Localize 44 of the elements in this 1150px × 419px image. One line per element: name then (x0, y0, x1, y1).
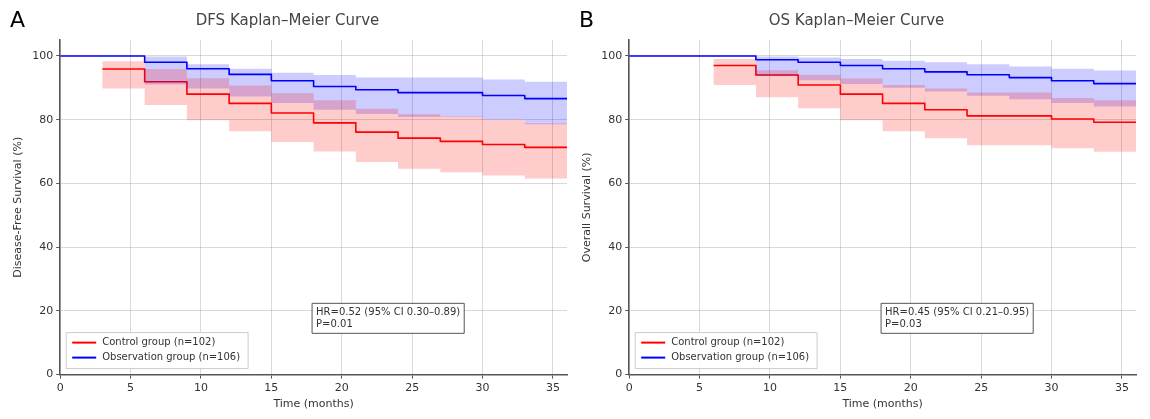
y-tick-label: 80 (39, 112, 54, 126)
y-tick-label: 0 (46, 367, 54, 381)
y-tick-label: 0 (615, 367, 623, 381)
y-tick-label: 20 (39, 303, 54, 317)
text: B (579, 6, 595, 32)
legend-label: Observation group (n=106) (671, 351, 810, 363)
y-tick-label: 100 (32, 48, 54, 62)
annotation: P=0.03 (885, 317, 922, 329)
x-tick-label: 35 (545, 381, 560, 395)
x-tick-label: 5 (127, 381, 135, 395)
y-tick-label: 40 (39, 239, 54, 253)
x-tick-label: 10 (193, 381, 208, 395)
x-tick-label: 0 (56, 381, 64, 395)
legend-label: Observation group (n=106) (102, 351, 241, 363)
legend-label: Control group (n=102) (102, 336, 216, 348)
annotation: HR=0.45 (95% CI 0.21–0.95) (885, 305, 1030, 317)
y-axis-title: Disease-Free Survival (%) (11, 136, 25, 278)
x-tick-label: 25 (974, 381, 989, 395)
annotation: P=0.01 (316, 317, 353, 329)
y-axis-title: Overall Survival (%) (580, 152, 594, 263)
x-tick-label: 15 (833, 381, 848, 395)
y-tick-label: 60 (608, 176, 623, 190)
x-tick-label: 10 (762, 381, 777, 395)
x-axis-title: Time (months) (272, 397, 354, 411)
legend-label: Control group (n=102) (671, 336, 785, 348)
x-tick-label: 0 (625, 381, 633, 395)
x-tick-label: 25 (405, 381, 420, 395)
y-tick-label: 80 (608, 112, 623, 126)
x-tick-label: 20 (903, 381, 918, 395)
x-tick-label: 20 (334, 381, 349, 395)
chart-title: DFS Kaplan–Meier Curve (195, 10, 380, 29)
y-tick-label: 60 (39, 176, 54, 190)
x-tick-label: 35 (1114, 381, 1129, 395)
x-tick-label: 5 (696, 381, 704, 395)
x-tick-label: 15 (264, 381, 279, 395)
y-tick-label: 100 (601, 48, 623, 62)
annotation: HR=0.52 (95% CI 0.30–0.89) (316, 305, 461, 317)
y-tick-label: 40 (608, 239, 623, 253)
x-tick-label: 30 (475, 381, 490, 395)
text: A (10, 6, 26, 32)
x-axis-title: Time (months) (841, 397, 923, 411)
x-tick-label: 30 (1044, 381, 1059, 395)
y-tick-label: 20 (608, 303, 623, 317)
chart-title: OS Kaplan–Meier Curve (768, 10, 945, 29)
